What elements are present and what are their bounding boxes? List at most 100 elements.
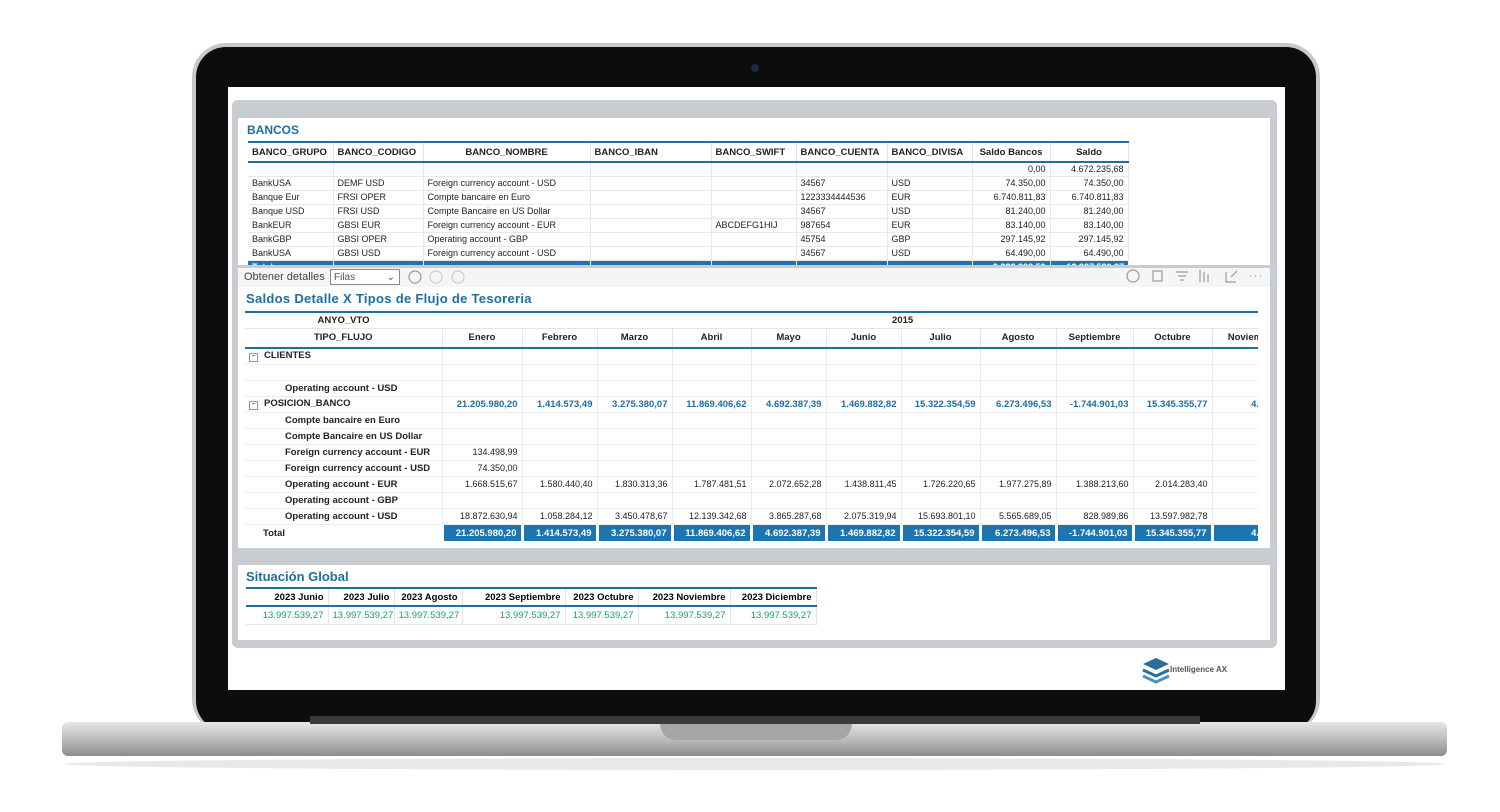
cell: Operating account - GBP [423,232,591,246]
label-text: Operating account - GBP [285,494,398,506]
cell [596,364,672,380]
column-header: BANCO_CODIGO [333,142,424,162]
cell: 1.830.313,36 [596,476,672,492]
row-label: Foreign currency account - USD [245,460,442,476]
matrix-row: Operating account - USD 18.872.630,94 1.05… [245,508,1258,524]
cell [671,380,751,396]
cell: Banque USD [248,204,334,218]
label-text: Foreign currency account - USD [285,462,431,474]
column-header: BANCO_CUENTA [796,142,888,162]
cell [1055,492,1133,508]
logo-text: Intelligence AX [1170,665,1228,674]
cell: 64.490,00 [972,246,1051,260]
cell: 1.414.573,49 [521,396,597,412]
cell [750,492,826,508]
label-text: Operating account - USD [285,510,398,522]
cell [979,364,1056,380]
cell [1132,460,1212,476]
cell: 2.014.283,40 [1132,476,1212,492]
cell [596,460,672,476]
collapse-icon: − [249,353,258,363]
column-header: Saldo Bancos [972,142,1051,162]
cell [1055,444,1133,460]
matrix-row: Compte Bancaire en US Dollar [245,428,1258,444]
cell [1211,444,1258,460]
label-text: Operating account - EUR [285,478,398,490]
column-header: 2023 Agosto [394,588,463,606]
cell: 1.787.481,51 [671,476,751,492]
cell [900,412,980,428]
cell [332,260,423,265]
label-text: Compte Bancaire en US Dollar [285,430,423,442]
column-header: 2023 Noviembre [638,588,731,606]
cell [979,444,1056,460]
row-label: Operating account - GBP [245,492,442,508]
cell [979,412,1056,428]
row-label: − CLIENTES [245,348,442,364]
value-cell: 13.997.539,27 [730,606,817,624]
cell [979,348,1056,364]
matrix-row: Operating account - EUR 1.668.515,67 1.580… [245,476,1258,492]
cell [1132,412,1212,428]
row-label: Compte bancaire en Euro [245,412,442,428]
cell: FRSI USD [333,204,424,218]
cell: GBSI USD [333,246,424,260]
total-value: -1.744.901,03 [1054,524,1133,541]
value-cell: 13.997.539,27 [246,606,329,624]
total-label: Total [263,527,285,539]
cell [671,412,751,428]
cell: 15.693.801,10 [900,508,980,524]
cell: BankGBP [248,232,334,246]
cell: 1.461.5 [1211,476,1258,492]
cell: 1.726.220,65 [900,476,980,492]
header-row: 2023 Junio 2023 Julio 2023 Agosto 2023 Sept… [246,588,817,606]
cell [979,380,1056,396]
cell [886,260,972,265]
total-row: Total 9.333.228,5913.997.539,27 [248,260,1128,265]
cell: USD [887,204,973,218]
cell [441,364,522,380]
data-row: BankGBP GBSI OPER Operating account - GBP 4… [248,232,1129,246]
cell: 1.977.275,89 [979,476,1056,492]
cell [887,162,973,176]
cell [1055,380,1133,396]
cell: Foreign currency account - USD [423,246,591,260]
cell [825,380,901,396]
cell: 18.872.630,94 [441,508,522,524]
cell [750,460,826,476]
row-label: Operating account - USD [245,508,442,524]
cell: 74.350,00 [1050,176,1129,190]
month-header: Enero [441,328,522,348]
cell [750,364,826,380]
cell: BankEUR [248,218,334,232]
cell [441,492,522,508]
cell [671,428,751,444]
cell [711,190,797,204]
cell: 297.145,92 [972,232,1051,246]
rows-select[interactable]: Filas ⌄ [330,269,400,285]
total-value: 13.997.539,27 [1049,260,1128,265]
cell: 81.240,00 [972,204,1051,218]
total-row: Total 21.205.980,20 1.414.573,49 3.275.380,… [245,524,1258,541]
cell: USD [887,246,973,260]
section-title: Situación Global [246,569,349,584]
cell: 1.388.213,60 [1055,476,1133,492]
matrix-row: Operating account - GBP [245,492,1258,508]
data-row: BankUSA DEMF USD Foreign currency account … [248,176,1129,190]
cell [1055,364,1133,380]
bancos-card: BANCOS BANCO_GRUPO BANCO_CODIGO BANCO_NOMBR… [238,118,1270,265]
matrix-row: − CLIENTES [245,348,1258,364]
cell: 297.145,92 [1050,232,1129,246]
data-row: 0,00 4.672.235,68 [248,162,1129,176]
cell [711,204,797,218]
cell: GBSI EUR [333,218,424,232]
month-header: Mayo [750,328,826,348]
blank-row [245,364,1258,380]
cell: ABCDEFG1HIJ [711,218,797,232]
cell: 4.792.30 [1211,396,1258,412]
cell: 1.668.515,67 [441,476,522,492]
cell: Banque Eur [248,190,334,204]
label-text: Compte bancaire en Euro [285,414,401,426]
cell [900,380,980,396]
total-value: 9.333.228,59 [971,260,1050,265]
